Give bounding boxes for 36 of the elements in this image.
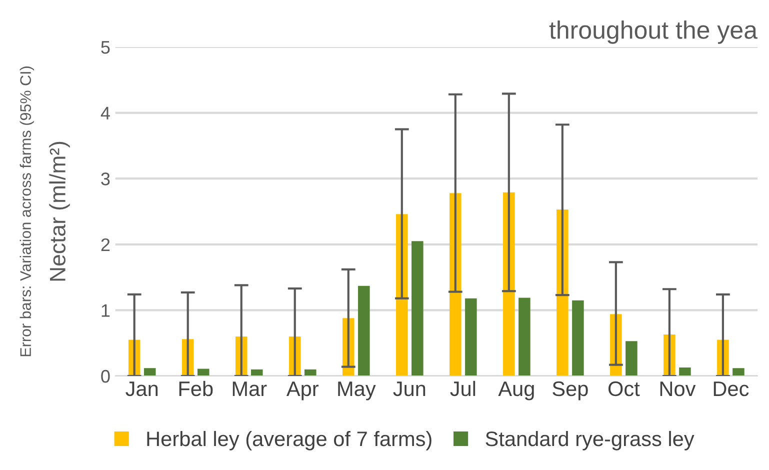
y-tick-label: 5 xyxy=(101,41,110,54)
x-tick-label: Apr xyxy=(286,382,318,400)
bar xyxy=(679,367,691,376)
bar xyxy=(396,214,408,376)
bar xyxy=(358,286,370,376)
x-tick-label: Jul xyxy=(450,380,476,396)
x-tick-label: Mar xyxy=(232,382,267,396)
x-tick-label: Feb xyxy=(179,380,213,396)
bar xyxy=(465,298,477,376)
text: Error bars: Variation across farms (95% CI) xyxy=(20,66,34,356)
legend-label: Herbal ley (average of 7 farms) xyxy=(147,430,432,450)
y-tick-label: 3 xyxy=(101,172,110,186)
bar xyxy=(518,298,530,376)
y-tick-label: 1 xyxy=(102,304,110,317)
x-tick-label: May xyxy=(338,382,376,400)
bar xyxy=(144,368,156,376)
x-tick-label: Nov xyxy=(660,382,696,396)
bar xyxy=(197,368,210,376)
y-axis-title: Nectar (ml/m²) xyxy=(49,142,70,281)
x-tick-label: Aug xyxy=(498,382,534,400)
bar xyxy=(250,369,263,376)
bar xyxy=(626,341,638,376)
chart-title: throughout the yea xyxy=(549,20,758,44)
bar xyxy=(304,369,316,376)
y-tick-label: 4 xyxy=(100,106,110,120)
x-tick-label: Jun xyxy=(393,382,426,396)
y-tick-label: 2 xyxy=(101,238,110,251)
x-tick-label: Jan xyxy=(126,382,158,396)
x-tick-label: Sep xyxy=(552,381,588,400)
bar xyxy=(572,300,584,376)
legend-label: Standard rye-grass ley xyxy=(486,430,694,450)
bar xyxy=(732,368,744,376)
bar xyxy=(412,241,424,376)
x-tick-label: Oct xyxy=(608,381,640,396)
x-tick-label: Dec xyxy=(714,382,749,396)
y-tick-label: 0 xyxy=(101,370,110,383)
